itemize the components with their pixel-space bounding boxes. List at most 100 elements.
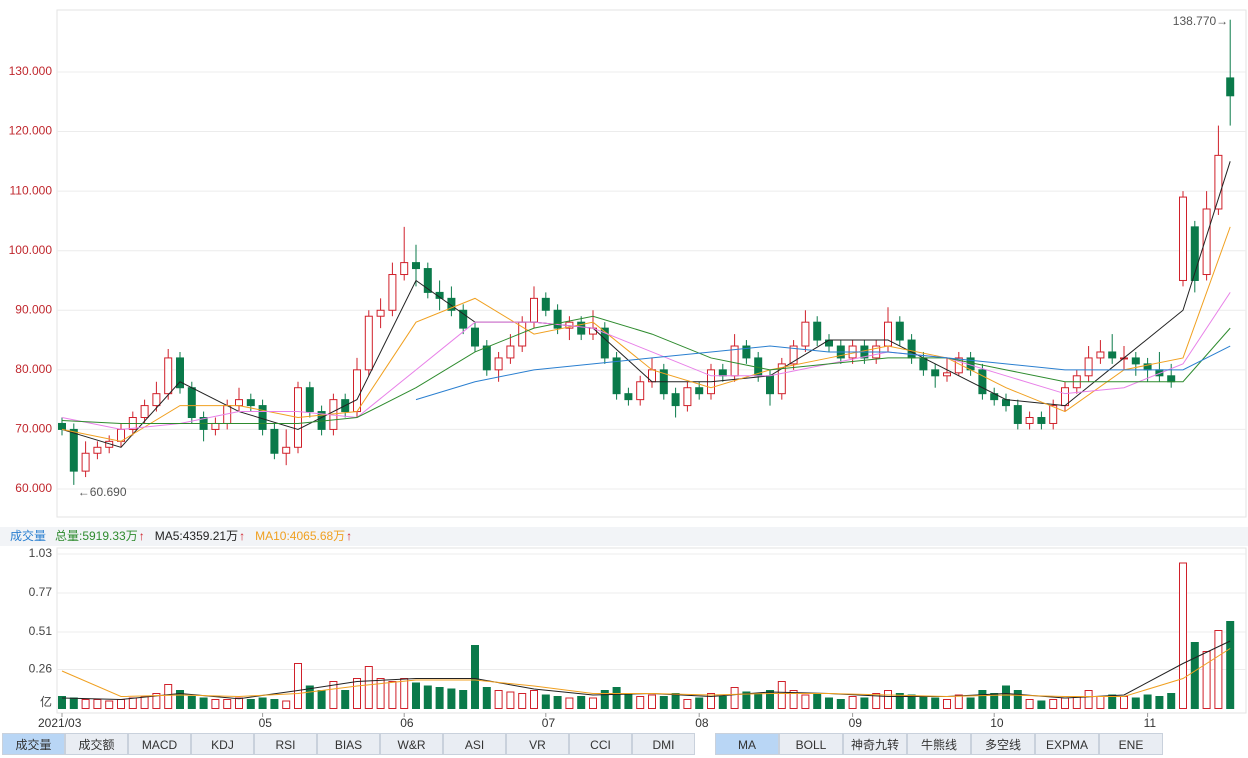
candle-body bbox=[447, 297, 456, 311]
indicator-tab[interactable]: BIAS bbox=[317, 733, 380, 755]
candle-body bbox=[1013, 405, 1022, 424]
volume-bar bbox=[530, 690, 538, 709]
volume-bar bbox=[565, 697, 574, 709]
volume-bar bbox=[270, 699, 279, 709]
volume-stat-arrow: ↑ bbox=[139, 529, 145, 543]
x-tick-label: 09 bbox=[849, 716, 863, 730]
ma-line bbox=[61, 315, 1231, 424]
volume-bar bbox=[305, 685, 314, 709]
indicator-tab[interactable]: 牛熊线 bbox=[907, 733, 971, 755]
candle-body bbox=[270, 428, 279, 454]
volume-bar bbox=[577, 696, 586, 709]
volume-bar bbox=[718, 696, 727, 709]
candle-body bbox=[400, 262, 409, 276]
volume-bar bbox=[966, 697, 975, 709]
volume-bar bbox=[1131, 697, 1140, 709]
candle-body bbox=[636, 381, 645, 401]
volume-bar bbox=[1061, 697, 1069, 709]
candle-body bbox=[152, 393, 161, 407]
indicator-tab[interactable]: ENE bbox=[1099, 733, 1163, 755]
candle-body bbox=[93, 446, 102, 454]
volume-bar bbox=[199, 697, 208, 709]
volume-bar bbox=[730, 687, 739, 709]
candle-body bbox=[1061, 387, 1069, 407]
candle-body bbox=[282, 446, 291, 454]
volume-bar bbox=[612, 687, 621, 709]
indicator-tab[interactable]: KDJ bbox=[191, 733, 254, 755]
indicator-tab[interactable]: MA bbox=[715, 733, 779, 755]
volume-bar bbox=[801, 694, 810, 709]
y-tick-label: 0.51 bbox=[29, 624, 53, 638]
y-tick-label: 110.000 bbox=[10, 183, 53, 197]
volume-bar bbox=[1013, 690, 1022, 709]
volume-bar bbox=[423, 685, 432, 709]
volume-stat: MA5:4359.21万 bbox=[155, 529, 238, 543]
volume-bar bbox=[81, 699, 90, 709]
candle-body bbox=[364, 315, 373, 371]
volume-bar bbox=[152, 693, 161, 709]
indicator-tab[interactable]: 多空线 bbox=[971, 733, 1035, 755]
volume-bar bbox=[1167, 693, 1176, 709]
volume-frame bbox=[56, 547, 1247, 714]
volume-bar bbox=[435, 687, 444, 709]
volume-bar bbox=[553, 696, 562, 709]
y-tick-label: 0.77 bbox=[29, 585, 53, 599]
volume-bar bbox=[777, 681, 786, 709]
candle-body bbox=[825, 339, 833, 347]
volume-bar bbox=[1190, 642, 1199, 709]
volume-bar bbox=[1096, 696, 1105, 709]
indicator-tab[interactable]: RSI bbox=[254, 733, 317, 755]
candle-body bbox=[1002, 399, 1010, 407]
x-tick-label: 07 bbox=[542, 716, 556, 730]
volume-bar bbox=[742, 691, 751, 709]
volume-bar bbox=[211, 699, 220, 709]
candle-body bbox=[1025, 417, 1034, 424]
candle-body bbox=[624, 393, 633, 401]
volume-bar bbox=[341, 690, 350, 709]
candle-body bbox=[1131, 357, 1140, 365]
candle-body bbox=[81, 452, 90, 472]
volume-bar bbox=[789, 690, 798, 709]
volume-bar bbox=[766, 690, 774, 709]
volume-bar bbox=[140, 696, 149, 709]
ma-line bbox=[415, 345, 1231, 401]
candle-body bbox=[471, 327, 479, 347]
volume-bar bbox=[58, 696, 66, 709]
indicator-tab[interactable]: ASI bbox=[443, 733, 506, 755]
candle-body bbox=[884, 321, 892, 347]
indicator-tab[interactable]: W&R bbox=[380, 733, 443, 755]
candle-body bbox=[1108, 351, 1117, 359]
volume-bar bbox=[1143, 694, 1152, 709]
indicator-tab[interactable]: DMI bbox=[632, 733, 695, 755]
volume-bar bbox=[943, 699, 951, 709]
volume-bar bbox=[518, 693, 527, 709]
candle-body bbox=[1037, 417, 1046, 424]
indicator-tab[interactable]: 神奇九转 bbox=[843, 733, 907, 755]
candle-body bbox=[423, 268, 432, 293]
price-annotation: ←60.690 bbox=[78, 485, 127, 499]
indicator-tab[interactable]: EXPMA bbox=[1035, 733, 1099, 755]
volume-bar bbox=[187, 696, 196, 709]
volume-stat-arrow: ↑ bbox=[346, 529, 352, 543]
indicator-tab[interactable]: 成交量 bbox=[2, 733, 65, 755]
volume-bar bbox=[1202, 651, 1211, 709]
candle-body bbox=[612, 357, 621, 395]
candle-body bbox=[530, 297, 538, 323]
candle-body bbox=[718, 369, 727, 377]
ma-line bbox=[61, 648, 1231, 698]
volume-bar bbox=[1049, 699, 1058, 709]
indicator-tab[interactable]: MACD bbox=[128, 733, 191, 755]
volume-bar bbox=[282, 700, 291, 709]
indicator-tab[interactable]: VR bbox=[506, 733, 569, 755]
candle-body bbox=[176, 357, 184, 389]
indicator-tab[interactable]: BOLL bbox=[779, 733, 843, 755]
indicator-tab[interactable]: CCI bbox=[569, 733, 632, 755]
indicator-tab[interactable]: 成交额 bbox=[65, 733, 128, 755]
candle-body bbox=[412, 262, 420, 270]
volume-bar bbox=[1179, 562, 1187, 709]
candle-body bbox=[506, 345, 515, 359]
volume-bar bbox=[895, 693, 904, 709]
volume-bar bbox=[176, 690, 184, 709]
volume-bar bbox=[506, 691, 515, 709]
candle-body bbox=[789, 345, 798, 365]
